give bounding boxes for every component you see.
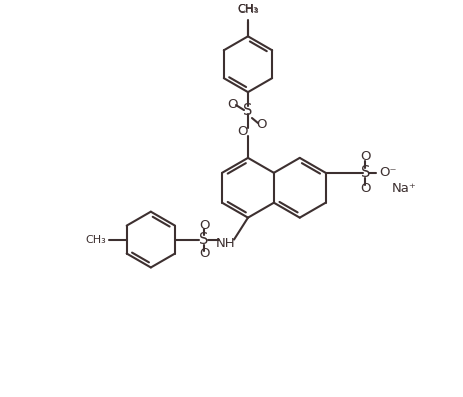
Text: O: O <box>227 98 237 111</box>
Text: O: O <box>360 182 371 195</box>
Text: S: S <box>243 102 253 118</box>
Text: S: S <box>361 165 370 180</box>
Text: Na⁺: Na⁺ <box>391 182 416 195</box>
Text: O: O <box>360 150 371 164</box>
Text: O: O <box>238 125 248 139</box>
Text: O: O <box>199 247 209 260</box>
Text: CH₃: CH₃ <box>237 4 259 16</box>
Text: O: O <box>199 219 209 232</box>
Text: O⁻: O⁻ <box>380 166 397 179</box>
Text: CH₃: CH₃ <box>238 4 258 14</box>
Text: NH: NH <box>216 237 236 250</box>
Text: CH₃: CH₃ <box>85 235 106 245</box>
Text: S: S <box>200 232 209 247</box>
Text: O: O <box>257 118 267 131</box>
